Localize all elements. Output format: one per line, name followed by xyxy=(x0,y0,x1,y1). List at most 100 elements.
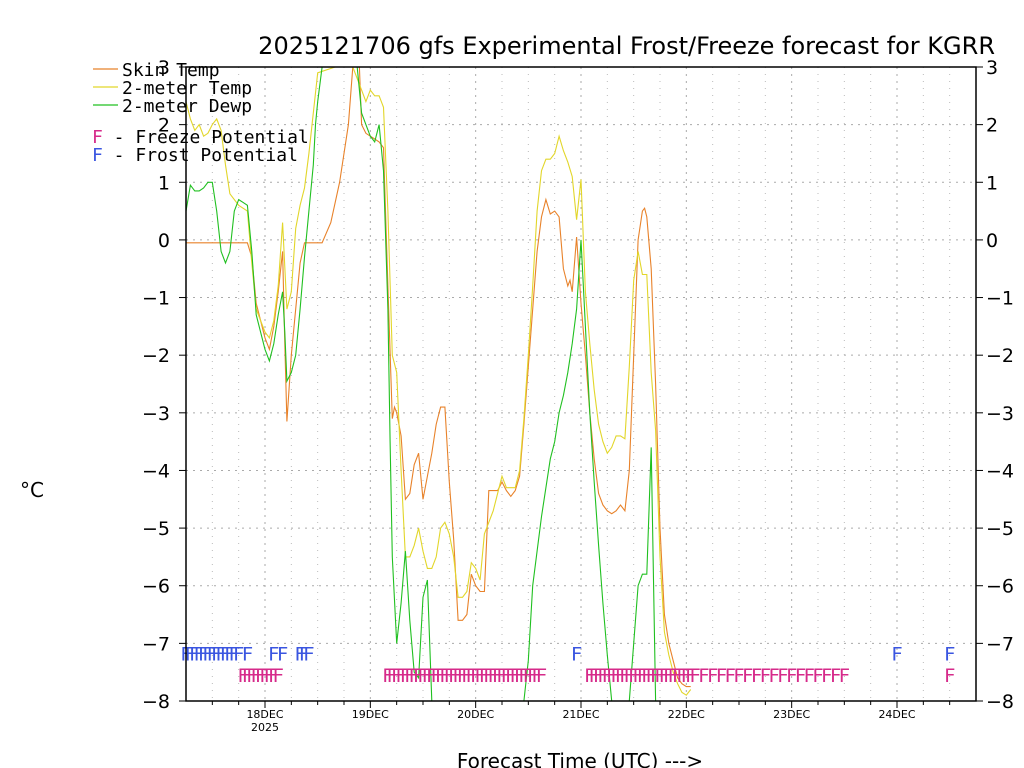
freeze-flag: F xyxy=(268,665,279,687)
freeze-flag: F xyxy=(839,665,850,687)
x-axis-label: Forecast Time (UTC) ---> xyxy=(457,749,703,768)
freeze-flag: F xyxy=(487,665,498,687)
freeze-flag: F xyxy=(650,665,661,687)
freeze-flag: F xyxy=(457,665,468,687)
freeze-flag: F xyxy=(624,665,635,687)
y-axis-ticks: −8 −8 −7 −7 −6 −6 −5 −5 −4 −4 −3 −3 −2 −2 −1 −1 0 0 1 1 2 2 3 3 xyxy=(142,57,1014,713)
frost-flag: F xyxy=(294,644,305,666)
freeze-flag: F xyxy=(523,665,534,687)
freeze-flag: F xyxy=(681,665,692,687)
freeze-flag: F xyxy=(672,665,683,687)
freeze-flag: F xyxy=(615,665,626,687)
grid-lines xyxy=(186,67,976,701)
freeze-flag: F xyxy=(689,665,700,687)
freeze-flag: F xyxy=(400,665,411,687)
freeze-flag: F xyxy=(531,665,542,687)
legend-flag-text: - Frost Potential xyxy=(103,145,298,166)
y-tick-label-left: 3 xyxy=(158,57,170,79)
freeze-flag: F xyxy=(812,665,823,687)
freeze-flag: F xyxy=(408,665,419,687)
frost-flag: F xyxy=(229,644,240,666)
y-tick-label-left: −4 xyxy=(142,460,170,482)
freeze-flag: F xyxy=(777,665,788,687)
y-tick-label-right: 2 xyxy=(986,115,998,137)
freeze-flag: F xyxy=(786,665,797,687)
freeze-flag: F xyxy=(422,665,433,687)
frost-flag: F xyxy=(202,644,213,666)
frost-flag: F xyxy=(189,644,200,666)
y-tick-label-left: 2 xyxy=(158,115,170,137)
freeze-flag: F xyxy=(483,665,494,687)
y-tick-label-right: 1 xyxy=(986,172,998,194)
y-tick-label-right: −3 xyxy=(986,403,1014,425)
y-tick-label-left: −1 xyxy=(142,288,170,310)
y-tick-label-left: −6 xyxy=(142,576,170,598)
chart-title: 2025121706 gfs Experimental Frost/Freeze… xyxy=(258,32,995,60)
series-2-meter-dewp xyxy=(186,67,691,701)
frost-flag: F xyxy=(215,644,226,666)
freeze-flag: F xyxy=(501,665,512,687)
freeze-flag: F xyxy=(382,665,393,687)
freeze-flag: F xyxy=(404,665,415,687)
y-tick-label-left: 1 xyxy=(158,172,170,194)
freeze-flag: F xyxy=(659,665,670,687)
freeze-flag: F xyxy=(435,665,446,687)
freeze-flag: F xyxy=(610,665,621,687)
freeze-flag: F xyxy=(795,665,806,687)
x-tick-label: 24DEC xyxy=(878,708,915,721)
freeze-flag: F xyxy=(716,665,727,687)
y-tick-label-left: 0 xyxy=(158,230,170,252)
frost-flag: F xyxy=(207,644,218,666)
freeze-flag: F xyxy=(496,665,507,687)
freeze-flag: F xyxy=(470,665,481,687)
freeze-flag: F xyxy=(255,665,266,687)
freeze-flag: F xyxy=(395,665,406,687)
frost-flag: F xyxy=(571,644,582,666)
legend-frost-label: F - Frost Potential xyxy=(92,145,298,166)
legend-freeze-label: F - Freeze Potential xyxy=(92,127,309,148)
y-tick-label-right: −7 xyxy=(986,633,1014,655)
freeze-flag: F xyxy=(733,665,744,687)
freeze-flag: F xyxy=(474,665,485,687)
y-tick-label-left: −8 xyxy=(142,691,170,713)
freeze-flag: F xyxy=(264,665,275,687)
freeze-flag: F xyxy=(707,665,718,687)
frost-flag: F xyxy=(242,644,253,666)
legend-t2m-label: 2-meter Temp xyxy=(122,78,252,99)
y-tick-label-left: −7 xyxy=(142,633,170,655)
series-skin-temp xyxy=(186,67,691,688)
freeze-flag: F xyxy=(413,665,424,687)
freeze-flag: F xyxy=(637,665,648,687)
freeze-flag: F xyxy=(272,665,283,687)
series-2-meter-temp xyxy=(186,67,692,696)
freeze-flag: F xyxy=(768,665,779,687)
freeze-flag: F xyxy=(676,665,687,687)
freeze-flag: F xyxy=(619,665,630,687)
frost-flag: F xyxy=(268,644,279,666)
freeze-flag: F xyxy=(698,665,709,687)
x-tick-sublabel: 2025 xyxy=(251,721,279,734)
x-tick-label: 20DEC xyxy=(457,708,494,721)
freeze-flag: F xyxy=(645,665,656,687)
frost-flag: F xyxy=(211,644,222,666)
frost-flag: F xyxy=(233,644,244,666)
freeze-flag: F xyxy=(588,665,599,687)
freeze-flag: F xyxy=(654,665,665,687)
freeze-flag: F xyxy=(685,665,696,687)
freeze-flag: F xyxy=(250,665,261,687)
freeze-flag: F xyxy=(803,665,814,687)
x-tick-label: 19DEC xyxy=(352,708,389,721)
freeze-flag: F xyxy=(527,665,538,687)
freeze-flag: F xyxy=(242,665,253,687)
freeze-flag: F xyxy=(430,665,441,687)
freeze-flag: F xyxy=(466,665,477,687)
y-tick-label-right: −8 xyxy=(986,691,1014,713)
freeze-flag: F xyxy=(237,665,248,687)
freeze-flag: F xyxy=(439,665,450,687)
y-tick-label-right: −5 xyxy=(986,518,1014,540)
freeze-flag: F xyxy=(514,665,525,687)
frost-flag: F xyxy=(277,644,288,666)
freeze-flag: F xyxy=(602,665,613,687)
y-tick-label-left: −3 xyxy=(142,403,170,425)
